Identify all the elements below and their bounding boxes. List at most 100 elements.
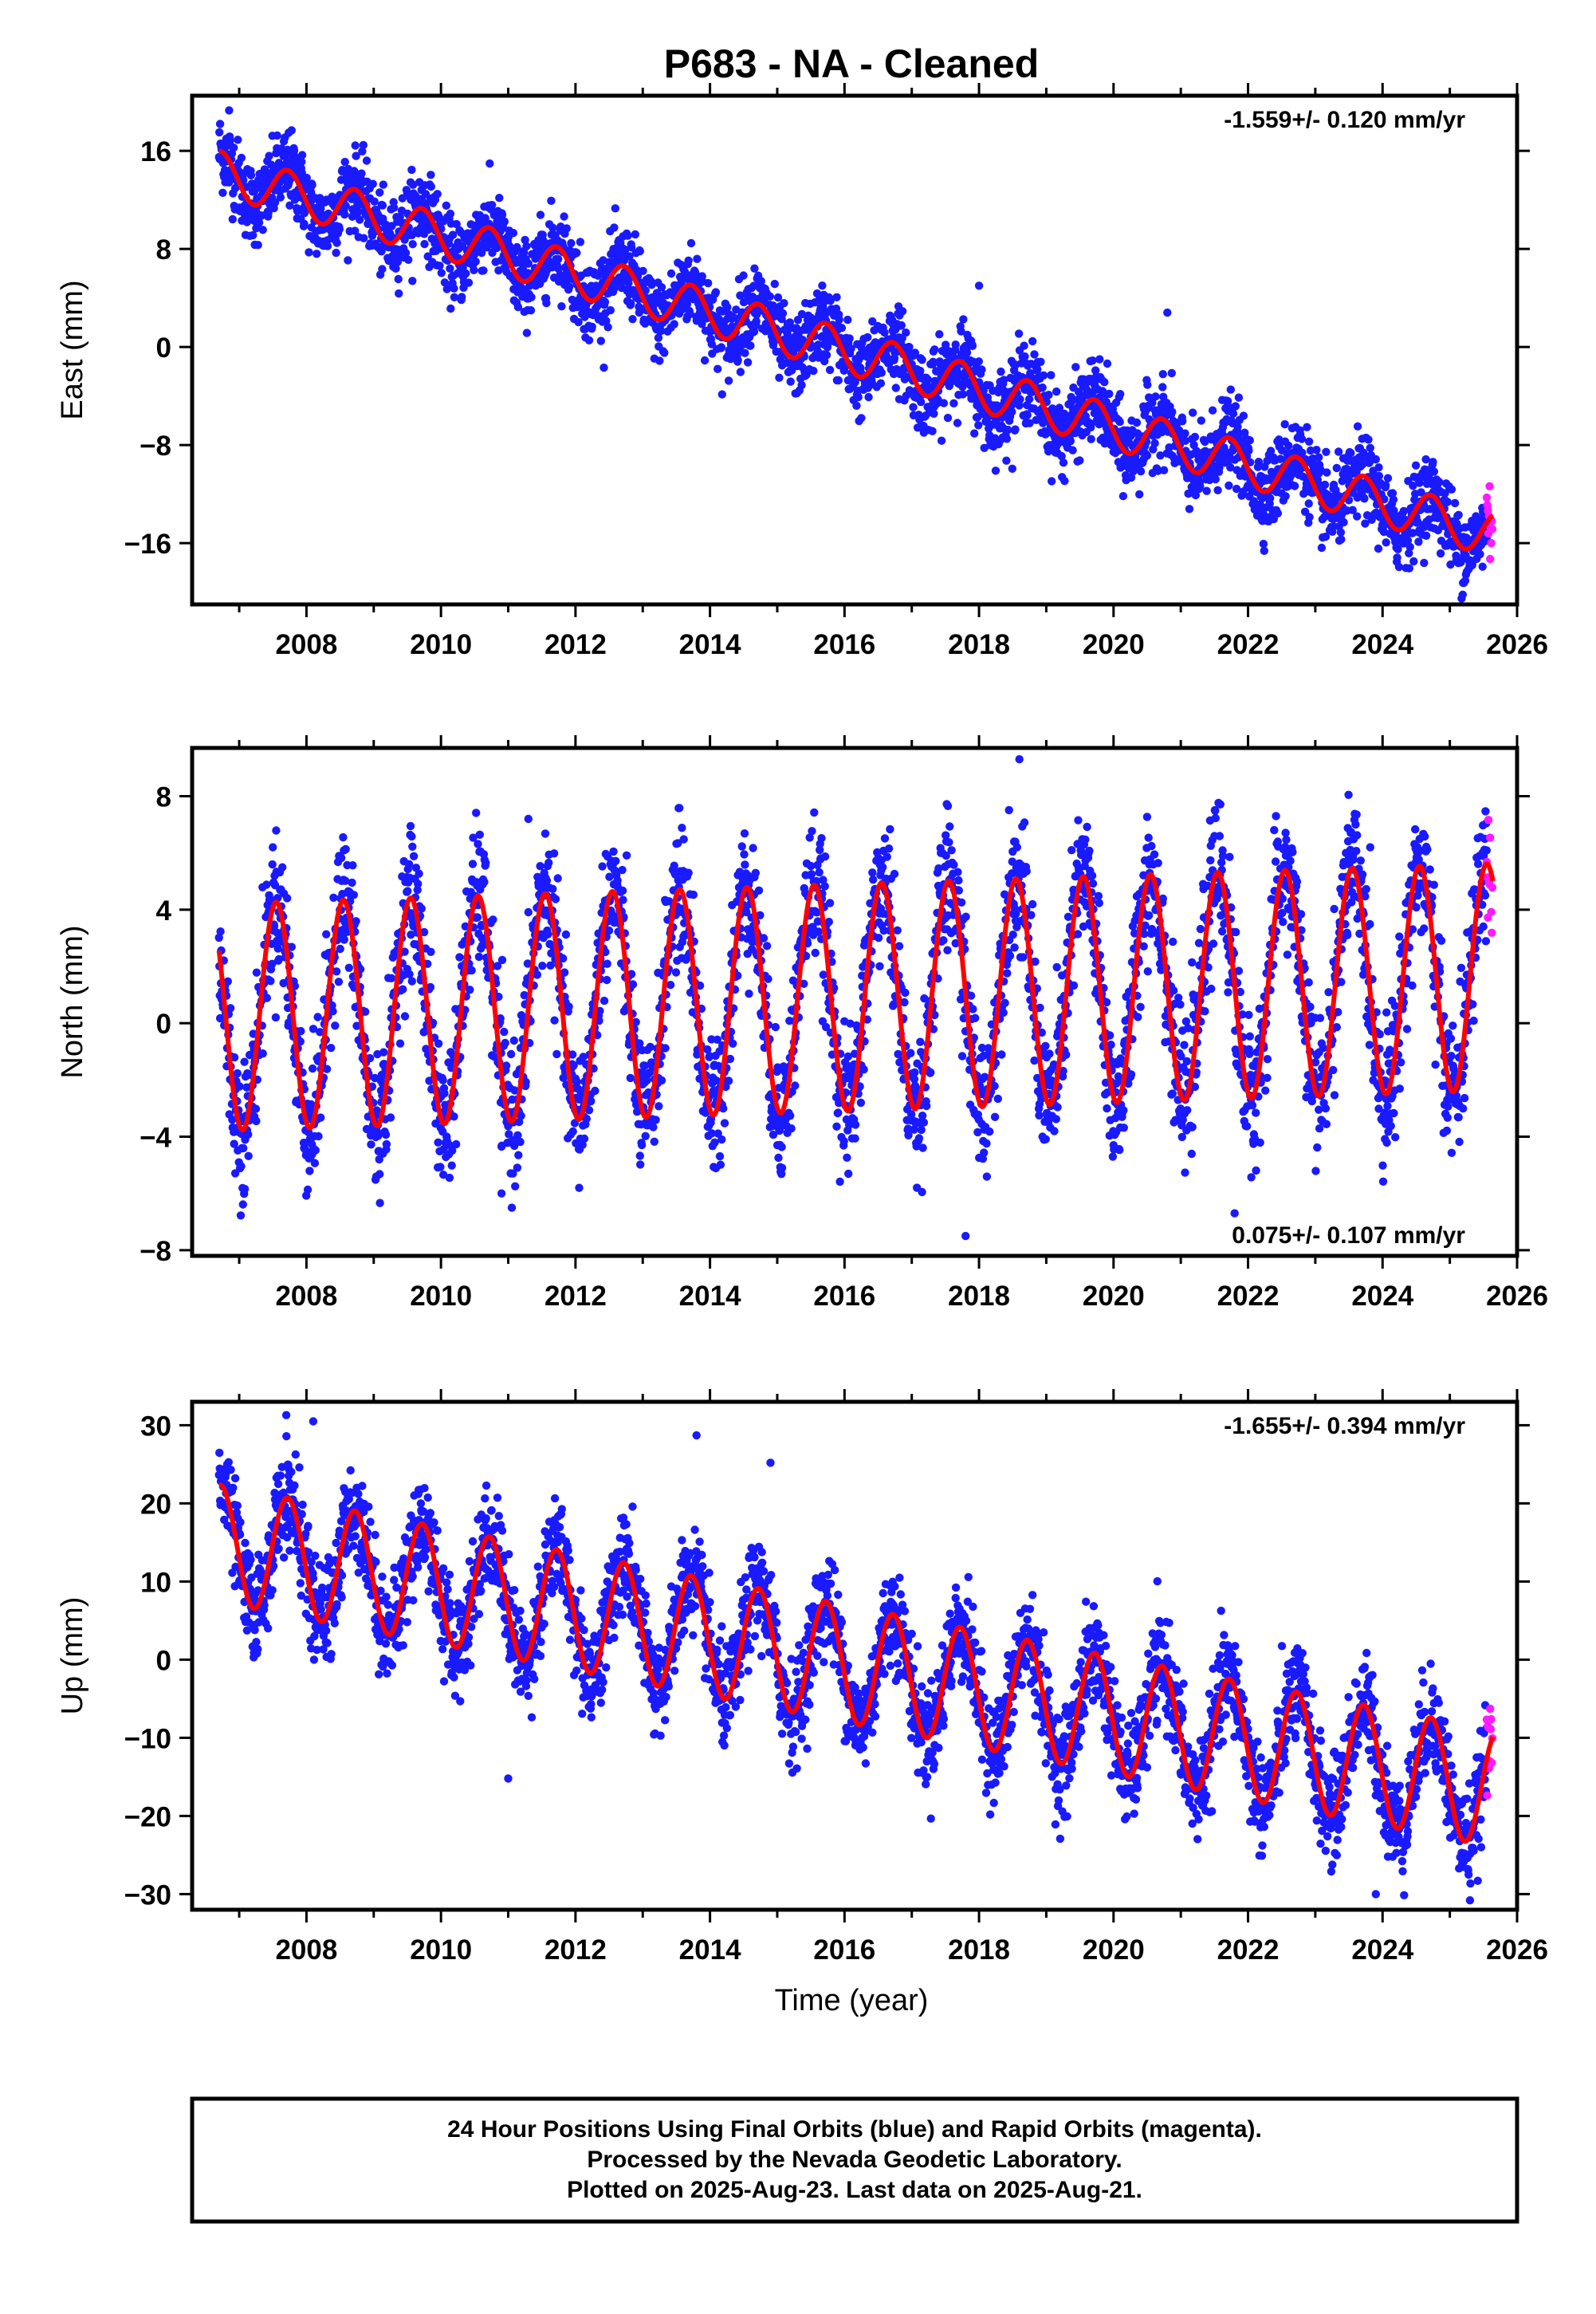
north-data-point [751, 868, 760, 878]
east-data-point [1266, 494, 1275, 502]
east-data-point [302, 173, 311, 183]
east-data-point [1060, 477, 1069, 486]
east-x-tick-label: 2016 [813, 629, 875, 660]
east-data-point [898, 307, 907, 316]
east-data-point [297, 151, 307, 159]
east-data-point [1116, 390, 1125, 399]
east-data-point [1228, 409, 1238, 418]
north-data-point [283, 894, 292, 903]
east-data-point [1435, 478, 1444, 486]
east-data-point [897, 321, 906, 330]
east-data-point [1189, 408, 1197, 417]
east-data-point [1383, 474, 1393, 482]
north-data-point [216, 927, 225, 936]
east-data-point [527, 293, 536, 301]
north-data-point [675, 804, 684, 813]
east-data-point [1382, 481, 1390, 490]
east-data-point [1066, 437, 1075, 446]
north-data-point [635, 1151, 644, 1160]
east-data-point [1476, 549, 1484, 559]
north-data-point [332, 967, 341, 976]
east-data-point [437, 269, 446, 277]
east-data-point [902, 328, 910, 337]
east-data-point [809, 366, 818, 376]
east-data-point [857, 414, 866, 423]
north-data-point [544, 930, 552, 939]
east-data-point [390, 203, 399, 212]
east-data-point [254, 241, 262, 250]
east-data-point [621, 246, 630, 254]
east-data-point [826, 297, 835, 305]
east-data-point [929, 357, 938, 366]
east-data-point [1159, 466, 1169, 474]
east-data-point [246, 171, 256, 179]
east-data-point [584, 336, 594, 344]
north-data-point [344, 963, 353, 973]
east-data-point [375, 188, 384, 197]
north-data-point [559, 954, 568, 963]
north-data-point [568, 1050, 577, 1059]
east-data-point [218, 188, 227, 197]
east-data-point [928, 427, 937, 435]
east-data-point [760, 296, 769, 305]
east-data-point [854, 392, 863, 402]
figure-title: P683 - NA - Cleaned [664, 41, 1040, 86]
north-data-point [386, 1113, 395, 1122]
east-data-point [1414, 537, 1423, 546]
east-x-tick-label: 2022 [1217, 629, 1280, 660]
east-data-point [1213, 486, 1222, 494]
east-rate-label: -1.559+/- 0.120 mm/yr [1224, 107, 1465, 133]
east-data-point [835, 315, 843, 324]
east-data-point [628, 315, 637, 324]
east-data-point [1317, 543, 1327, 553]
north-data-point [408, 842, 417, 852]
east-data-point [574, 317, 583, 327]
east-data-point [471, 257, 480, 266]
east-data-point [834, 376, 843, 385]
north-data-point [322, 1065, 332, 1073]
north-data-point [568, 1127, 577, 1136]
north-data-point [303, 1185, 313, 1194]
north-data-point [717, 1135, 726, 1144]
north-data-point [311, 1146, 320, 1155]
north-data-point [327, 1044, 336, 1053]
east-data-point [752, 317, 761, 326]
east-data-point [427, 171, 435, 179]
east-data-point [736, 368, 745, 376]
east-data-point [305, 248, 313, 257]
east-data-point [520, 248, 529, 257]
north-data-point [322, 930, 331, 939]
north-data-point [626, 1073, 635, 1083]
east-data-point [746, 341, 755, 350]
north-data-point [564, 1002, 573, 1011]
north-data-point [628, 980, 638, 989]
north-data-point [455, 953, 464, 962]
north-data-point [348, 861, 357, 870]
east-data-point [1450, 498, 1460, 508]
east-data-point [1020, 341, 1028, 350]
north-data-point [549, 849, 559, 858]
north-data-point [237, 1162, 246, 1171]
east-data-point [1374, 544, 1383, 553]
east-data-point [1047, 371, 1055, 380]
east-data-point [1057, 451, 1066, 461]
east-y-tick-label: 0 [156, 333, 171, 364]
north-data-point [715, 1151, 725, 1161]
east-panel: 2008 2010 2012 2014 2016 2018 2020 2022 2024 2026… [56, 83, 1548, 660]
east-data-point [341, 201, 350, 211]
north-data-point [489, 915, 497, 924]
east-data-point [1202, 486, 1211, 495]
east-x-tick-label: 2026 [1486, 629, 1548, 660]
east-data-point [739, 271, 748, 280]
east-final-orbit-points [214, 106, 1492, 603]
east-data-point [1132, 418, 1142, 427]
north-data-point [329, 893, 338, 903]
east-x-tick-label: 2012 [544, 629, 607, 660]
east-data-point [623, 231, 632, 240]
east-data-point [1303, 423, 1311, 431]
north-data-point [434, 1039, 443, 1049]
north-data-point [236, 1211, 246, 1220]
east-outlier-point [1163, 308, 1172, 317]
north-data-point [407, 832, 416, 841]
east-data-point [656, 326, 666, 336]
